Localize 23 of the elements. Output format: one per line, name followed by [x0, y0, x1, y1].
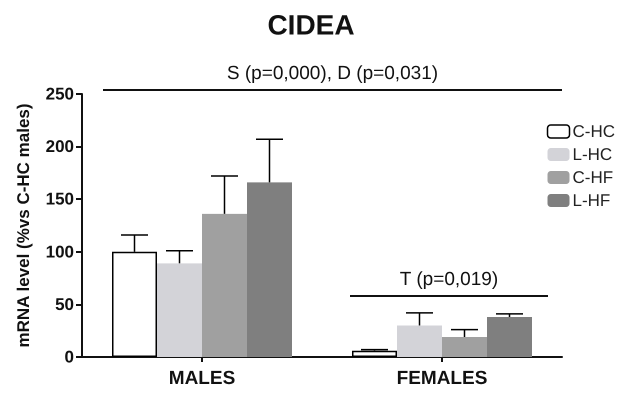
bar [487, 317, 532, 357]
text: S (p=0,000), D (p=0,031) [226, 62, 440, 86]
x-tick-label: MALES [168, 368, 236, 389]
y-tick-label: 250 [46, 84, 74, 104]
legend-label: L-HC [572, 145, 612, 164]
bar [202, 214, 247, 357]
bar [247, 182, 292, 357]
bar [352, 350, 397, 357]
legend-label: L-HF [572, 191, 610, 210]
legend-label: C-HC [572, 122, 616, 141]
y-tick-label: 200 [46, 137, 74, 156]
legend-label: C-HF [572, 168, 614, 187]
annotation: T (p=0,019) [398, 268, 500, 292]
chart-title: CIDEA [267, 10, 355, 40]
y-tick-label: 0 [64, 348, 74, 366]
bar [397, 325, 442, 357]
y-tick-label: 50 [55, 294, 74, 314]
y-tick-label: 150 [46, 190, 74, 209]
y-axis-title: mRNA level (%vs C-HC males) [14, 103, 33, 348]
bar [442, 337, 487, 357]
x-tick-label: FEMALES [396, 368, 488, 389]
bar [157, 263, 202, 357]
y-tick-label: 100 [46, 242, 74, 262]
